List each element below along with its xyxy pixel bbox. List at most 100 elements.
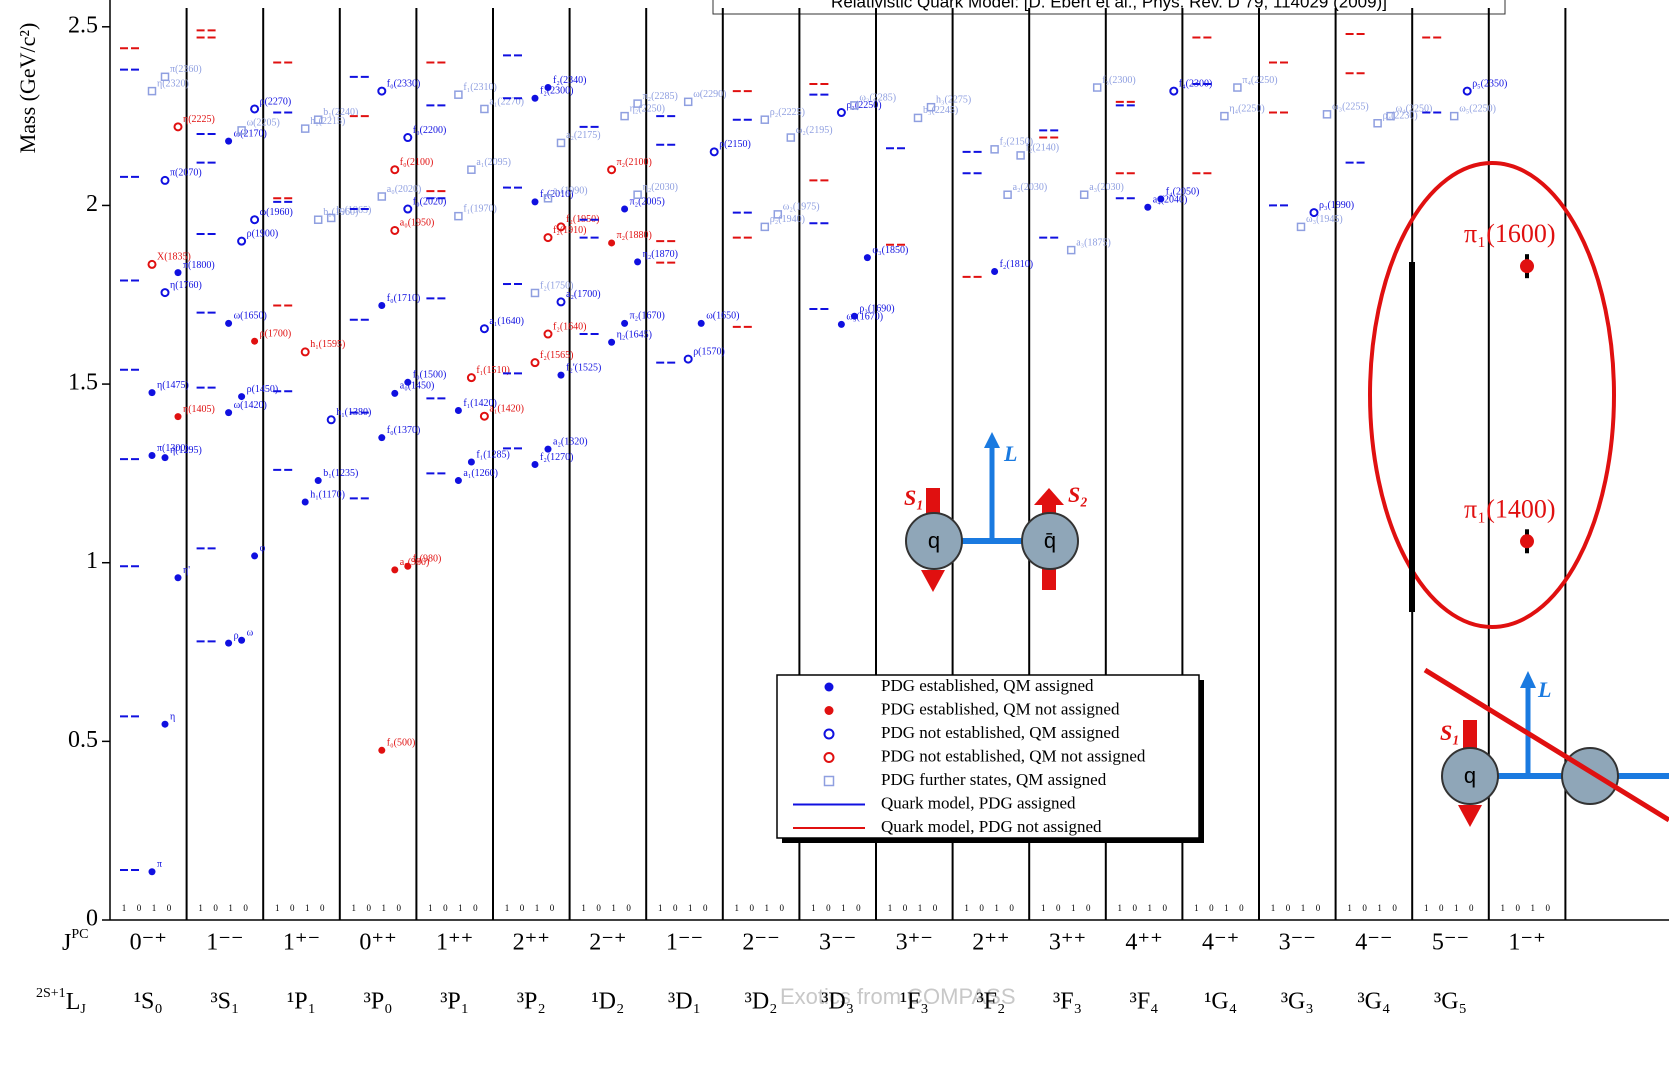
state-marker (302, 348, 309, 355)
quark-label: q (1464, 763, 1476, 788)
state-label: f₀(2200) (413, 125, 446, 136)
state-marker (851, 313, 858, 320)
state-label: f₂(1565) (540, 350, 573, 361)
state-label: ω₂(1975) (783, 202, 820, 213)
state-label: π₂(2100) (617, 157, 652, 168)
state-marker (251, 552, 258, 559)
state-marker (404, 379, 411, 386)
state-label: f₂(1270) (540, 452, 573, 463)
state-label: X(1835) (157, 252, 191, 263)
separator (1409, 262, 1415, 612)
state-marker (468, 166, 475, 173)
legend-label: PDG established, QM not assigned (881, 699, 1120, 718)
state-marker (558, 372, 565, 379)
sub-tick-label: 0 (1009, 903, 1014, 913)
state-marker (251, 338, 258, 345)
spin-label: S₁ (904, 485, 924, 510)
spin-arrow (921, 570, 945, 592)
state-marker (162, 177, 169, 184)
exotic-marker (1520, 259, 1534, 273)
jpc-label: 0⁻⁺ (130, 930, 167, 956)
sub-tick-label: 0 (1516, 903, 1521, 913)
state-marker (532, 461, 539, 468)
state-marker (162, 721, 169, 728)
y-tick-label: 2 (86, 191, 98, 217)
row-header-base: J (62, 930, 71, 956)
state-label: f₂'(1525) (566, 362, 601, 373)
state-marker (761, 223, 768, 230)
sub-tick-label: 1 (352, 903, 357, 913)
state-marker (1324, 111, 1331, 118)
sub-tick-label: 1 (505, 903, 510, 913)
state-label: h₃(2275) (936, 94, 971, 105)
sub-tick-label: 1 (535, 903, 540, 913)
state-label: π₂(2285) (643, 91, 678, 102)
sub-tick-label: 0 (443, 903, 448, 913)
state-marker (149, 389, 156, 396)
jpc-label: 2⁻⁻ (742, 930, 779, 956)
sub-tick-label: 0 (137, 903, 142, 913)
sub-tick-label: 1 (1347, 903, 1352, 913)
term-label: ³P₀ (364, 989, 393, 1015)
antiquark (1562, 748, 1618, 804)
spin-arrow (1463, 720, 1477, 750)
state-label: η(1405) (183, 404, 215, 415)
sub-tick-label: 1 (228, 903, 233, 913)
state-marker (991, 268, 998, 275)
sub-tick-label: 0 (290, 903, 295, 913)
sub-tick-label: 0 (903, 903, 908, 913)
sub-tick-label: 0 (856, 903, 861, 913)
exotic-label: π₁(1600) (1464, 219, 1556, 248)
sub-tick-label: 0 (320, 903, 325, 913)
sub-tick-label: 1 (382, 903, 387, 913)
state-label: f₀(980) (413, 554, 441, 565)
state-marker (225, 138, 232, 145)
sub-tick-label: 1 (1301, 903, 1306, 913)
state-marker (328, 416, 335, 423)
sub-tick-label: 1 (811, 903, 816, 913)
sub-tick-label: 1 (1148, 903, 1153, 913)
state-label: f₀(1370) (387, 425, 420, 436)
row-header-sub: J (80, 1002, 86, 1017)
state-label: h₁(1170) (310, 489, 345, 500)
state-label: a₂(2175) (566, 130, 601, 141)
state-marker (225, 640, 232, 647)
state-label: f₁(1285) (476, 449, 509, 460)
sub-tick-label: 1 (994, 903, 999, 913)
sub-tick-label: 0 (1133, 903, 1138, 913)
state-marker (838, 109, 845, 116)
state-marker (761, 116, 768, 123)
state-marker (1464, 88, 1471, 95)
state-marker (1157, 196, 1164, 203)
state-label: η(2225) (183, 114, 215, 125)
antiquark-label: q̄ (1044, 528, 1056, 553)
state-label: h₁(1595) (310, 339, 345, 350)
state-label: η₂(2250) (630, 103, 665, 114)
state-marker (175, 123, 182, 130)
jpc-label: 3⁺⁺ (1049, 930, 1086, 956)
jpc-label: 0⁺⁺ (359, 930, 396, 956)
state-marker (238, 238, 245, 245)
state-label: f₂(1750) (540, 280, 573, 291)
jpc-label: 1⁻⁺ (1508, 930, 1545, 956)
sub-tick-label: 0 (1056, 903, 1061, 913)
state-marker (545, 84, 552, 91)
state-label: a₂(1320) (553, 436, 588, 447)
sub-tick-label: 0 (1546, 903, 1551, 913)
state-marker (532, 289, 539, 296)
sub-tick-label: 1 (1454, 903, 1459, 913)
spin-label: S₁ (1440, 720, 1460, 745)
state-label: ρ(1900) (247, 228, 279, 239)
state-marker (391, 390, 398, 397)
state-marker (545, 446, 552, 453)
state-label: a₂(2030) (1013, 182, 1048, 193)
sub-tick-label: 0 (1392, 903, 1397, 913)
state-label: a₃(1875) (1076, 237, 1111, 248)
sub-tick-label: 1 (1071, 903, 1076, 913)
state-marker (685, 98, 692, 105)
state-marker (315, 216, 322, 223)
state-marker (238, 393, 245, 400)
state-marker (608, 166, 615, 173)
state-marker (558, 298, 565, 305)
state-marker (175, 413, 182, 420)
